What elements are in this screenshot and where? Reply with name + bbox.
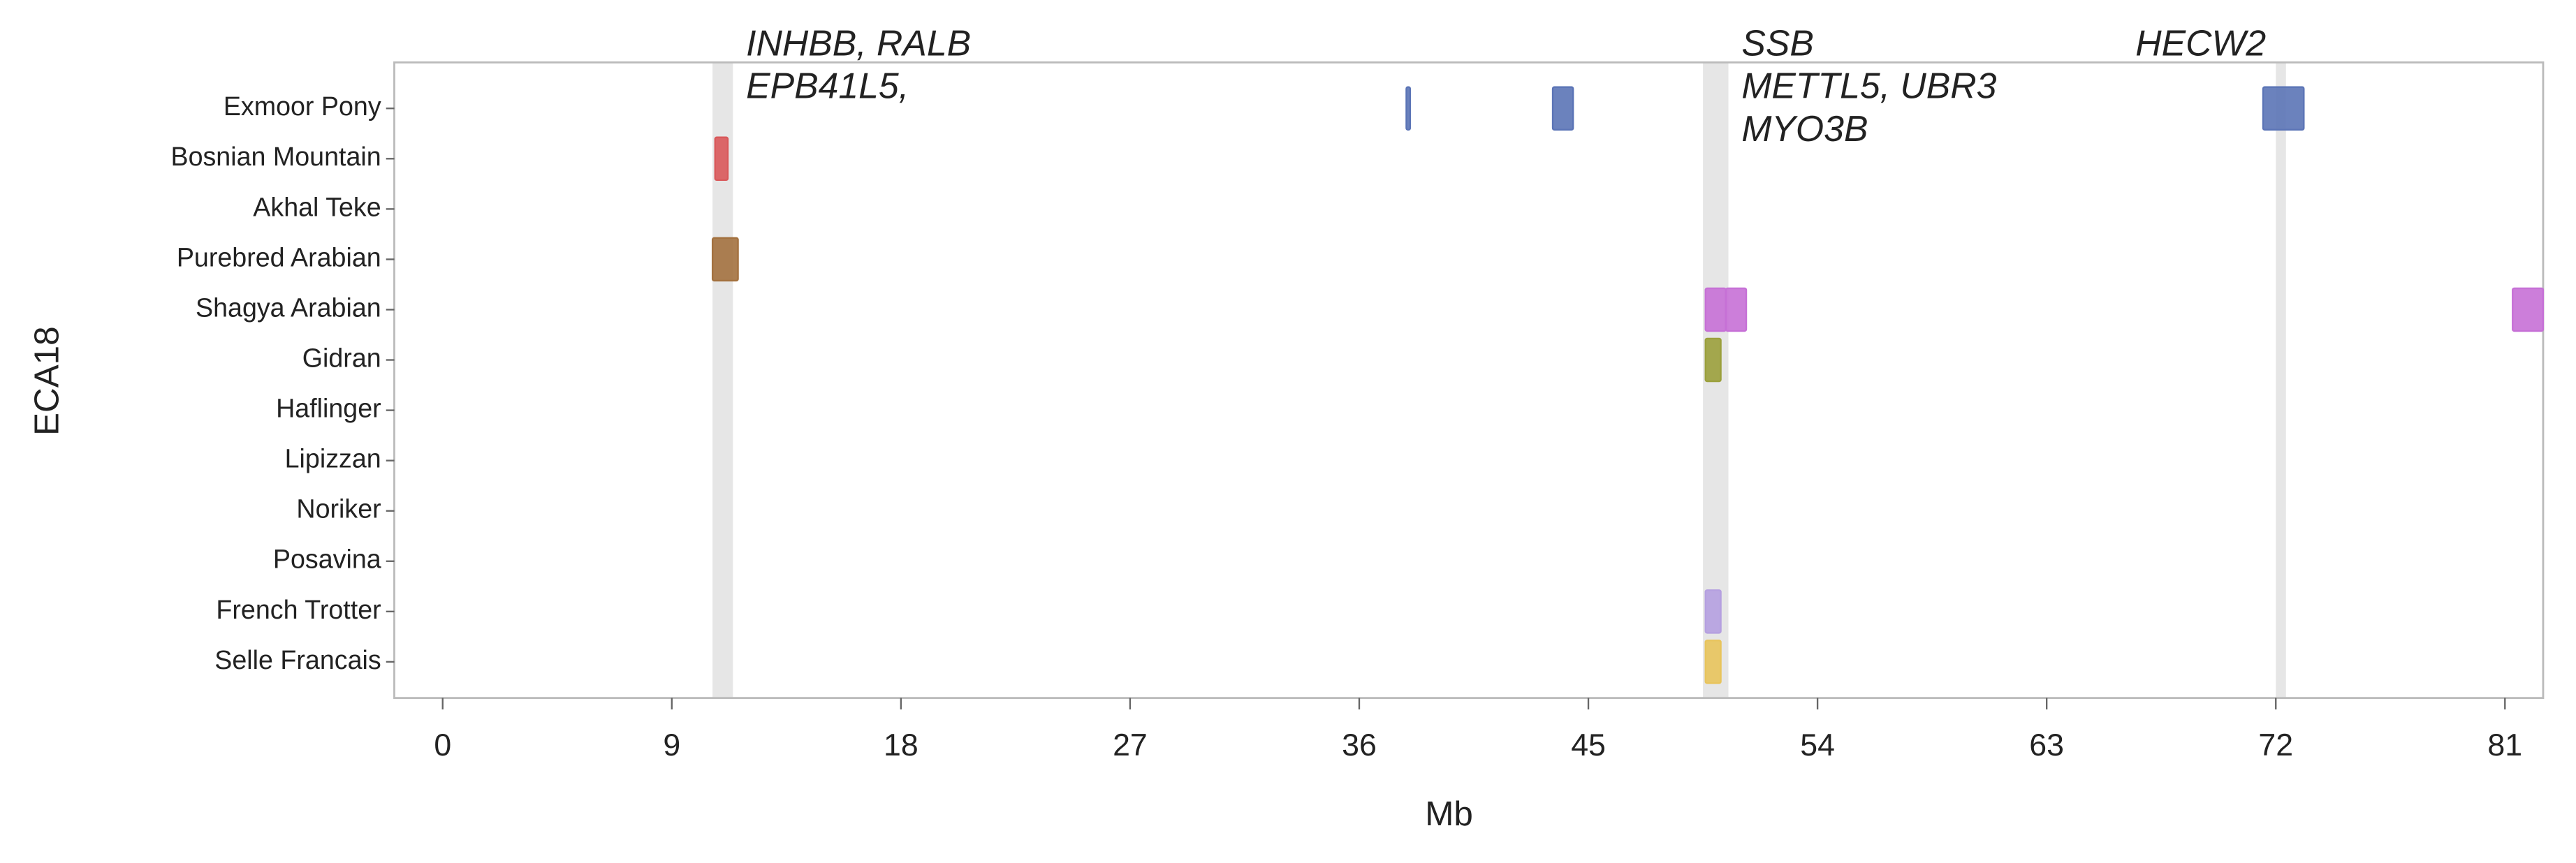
y-tick-label: Posavina bbox=[273, 545, 381, 574]
y-tick-label: Bosnian Mountain bbox=[170, 142, 381, 171]
highlight-layer bbox=[712, 62, 2286, 698]
x-axis-label: Mb bbox=[1425, 795, 1473, 833]
x-tick-label: 81 bbox=[2487, 728, 2522, 762]
y-axis-label: ECA18 bbox=[28, 326, 66, 435]
interval bbox=[1725, 287, 1748, 332]
x-tick-label: 18 bbox=[884, 728, 919, 762]
y-tick-label: Haflinger bbox=[276, 394, 381, 423]
highlight-band bbox=[2276, 62, 2286, 698]
interval bbox=[1704, 589, 1722, 634]
gene-annotation: MYO3B bbox=[1741, 108, 1868, 149]
interval bbox=[1704, 640, 1722, 684]
interval bbox=[714, 136, 729, 182]
x-tick-label: 45 bbox=[1571, 728, 1606, 762]
interval bbox=[711, 237, 739, 282]
interval bbox=[1551, 86, 1574, 131]
gene-annotation: EPB41L5, bbox=[746, 66, 909, 106]
y-tick-label: Purebred Arabian bbox=[177, 242, 381, 272]
x-tick-label: 72 bbox=[2258, 728, 2293, 762]
x-tick-label: 54 bbox=[1800, 728, 1835, 762]
x-tick-label: 27 bbox=[1113, 728, 1148, 762]
y-tick-label: Gidran bbox=[302, 343, 381, 372]
x-tick-label: 36 bbox=[1342, 728, 1377, 762]
interval bbox=[1405, 86, 1412, 131]
plot-frame bbox=[393, 61, 2545, 700]
gene-annotation: INHBB, RALB bbox=[746, 23, 971, 64]
y-tick-label: Noriker bbox=[296, 494, 381, 524]
y-tick-label: Lipizzan bbox=[285, 444, 381, 473]
x-tick-label: 63 bbox=[2029, 728, 2064, 762]
mark-layer bbox=[711, 86, 2545, 684]
x-tick-label: 0 bbox=[434, 728, 451, 762]
interval bbox=[2512, 287, 2545, 332]
y-tick-label: Akhal Teke bbox=[253, 192, 381, 221]
x-tick-label: 9 bbox=[663, 728, 680, 762]
y-tick-label: Exmoor Pony bbox=[224, 91, 381, 121]
interval bbox=[2262, 86, 2305, 131]
gene-annotation: SSB bbox=[1741, 23, 1814, 64]
interval bbox=[1704, 287, 1727, 332]
gene-annotation: HECW2 bbox=[2135, 23, 2266, 64]
gene-annotation: METTL5, UBR3 bbox=[1741, 66, 1996, 106]
y-tick-label: French Trotter bbox=[216, 595, 381, 624]
y-tick-label: Shagya Arabian bbox=[196, 293, 381, 322]
interval bbox=[1704, 337, 1722, 383]
y-tick-label: Selle Francais bbox=[214, 645, 381, 674]
